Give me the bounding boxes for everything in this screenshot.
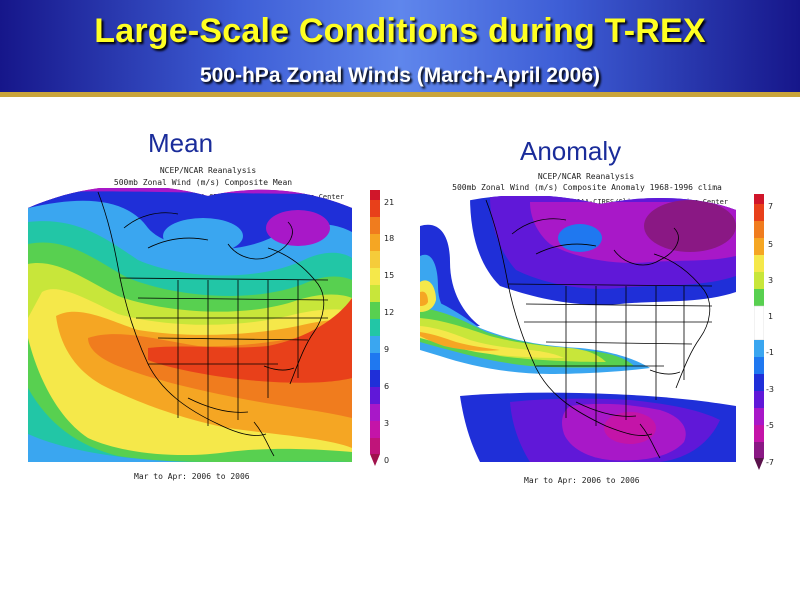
mean-caption-line2: 500mb Zonal Wind (m/s) Composite Mean <box>113 178 293 187</box>
anomaly-colorbar-tick: 3 <box>768 276 774 285</box>
anomaly-colorbar-tick: 1 <box>768 312 774 321</box>
mean-colorbar <box>370 190 380 466</box>
mean-colorbar-tick: 9 <box>384 345 390 354</box>
mean-colorbar-tick: 18 <box>384 234 395 243</box>
mean-wind-map <box>28 188 352 462</box>
anomaly-colorbar-tick: -5 <box>766 421 774 430</box>
anomaly-colorbar-tick: 5 <box>768 240 774 249</box>
mean-colorbar-tick: 0 <box>384 456 390 465</box>
mean-caption-line1: NCEP/NCAR Reanalysis <box>159 166 257 175</box>
anomaly-colorbar <box>754 194 764 470</box>
mean-colorbar-tick: 15 <box>384 271 395 280</box>
header-banner <box>0 0 800 94</box>
mean-panel-heading: Mean <box>148 128 214 158</box>
mean-colorbar-tick: 6 <box>384 382 390 391</box>
mean-colorbar-tick: 21 <box>384 198 395 207</box>
slide-title: Large-Scale Conditions during T-REX <box>94 12 706 50</box>
mean-map-borders <box>97 191 329 457</box>
anomaly-colorbar-tick: 7 <box>768 202 774 211</box>
header-divider <box>0 92 800 97</box>
anomaly-footer: Mar to Apr: 2006 to 2006 <box>524 476 640 485</box>
mean-colorbar-tick: 12 <box>384 308 395 317</box>
anomaly-map-borders <box>485 199 713 459</box>
mean-footer: Mar to Apr: 2006 to 2006 <box>134 472 250 481</box>
anomaly-wind-map <box>420 196 736 462</box>
anomaly-caption-line1: NCEP/NCAR Reanalysis <box>537 172 635 181</box>
anomaly-colorbar-tick: -1 <box>766 348 774 357</box>
anomaly-caption-line2: 500mb Zonal Wind (m/s) Composite Anomaly… <box>452 183 722 192</box>
slide-subtitle: 500-hPa Zonal Winds (March-April 2006) <box>199 64 601 87</box>
anomaly-colorbar-tick: -7 <box>766 458 774 467</box>
mean-colorbar-tick: 3 <box>384 419 390 428</box>
anomaly-panel-heading: Anomaly <box>520 136 622 166</box>
anomaly-colorbar-tick: -3 <box>766 385 774 394</box>
